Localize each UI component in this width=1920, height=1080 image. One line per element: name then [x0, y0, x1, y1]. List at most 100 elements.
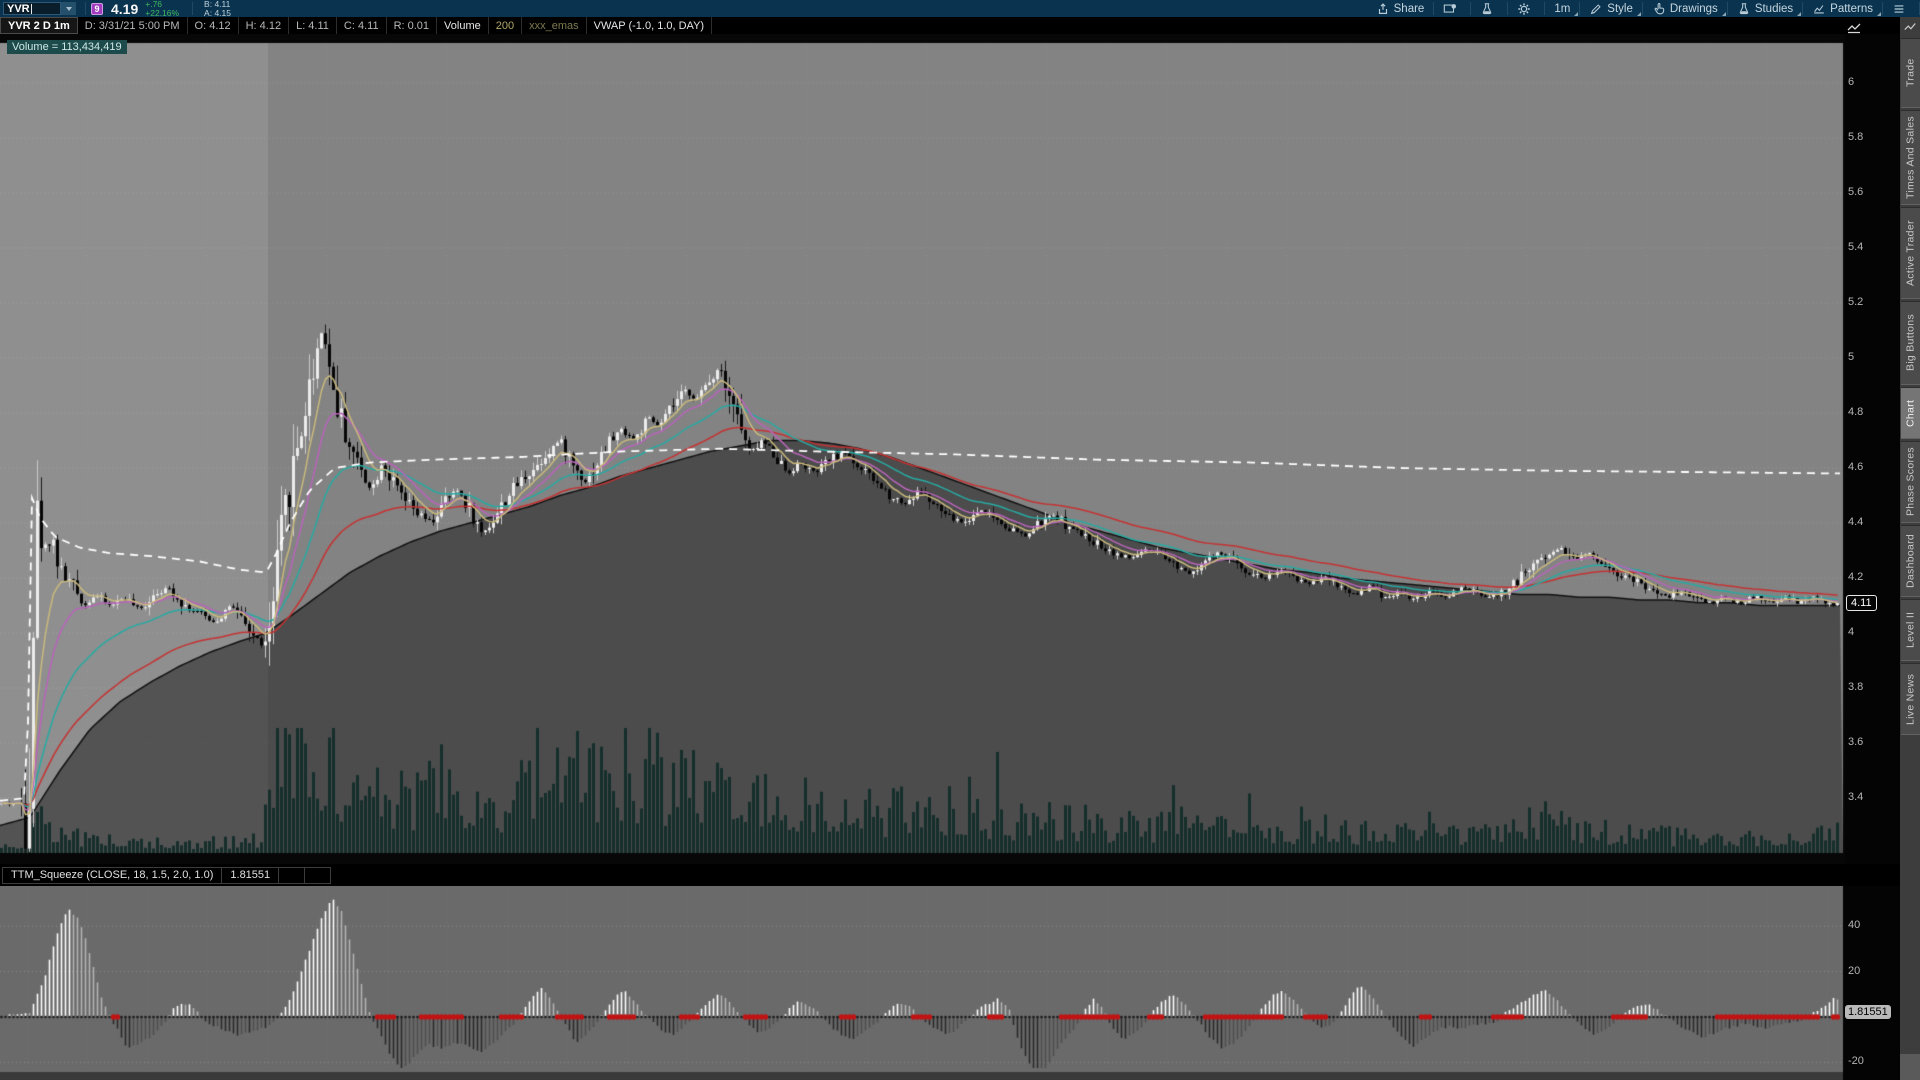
- divider: [1579, 2, 1581, 15]
- symbol-input[interactable]: YVR: [3, 2, 61, 15]
- gadget-sidebar: Trade Times And Sales Active Trader Big But…: [1900, 17, 1920, 1080]
- date-cell: D: 3/31/21 5:00 PM: [78, 17, 188, 34]
- quick-study-button[interactable]: [1471, 0, 1507, 17]
- style-dropdown[interactable]: Style: [1580, 0, 1642, 17]
- squeeze-canvas[interactable]: [0, 886, 1845, 1080]
- alerts-monitor-button[interactable]: [1434, 0, 1470, 17]
- sidebar-tab-dashboard[interactable]: Dashboard: [1901, 525, 1920, 597]
- dropdown-caret-icon: [1636, 12, 1641, 16]
- squeeze-axis-label: 40: [1848, 919, 1861, 932]
- sidebar-tab-chart[interactable]: Chart: [1901, 387, 1920, 439]
- drawings-dropdown[interactable]: Drawings: [1643, 0, 1727, 17]
- divider: [1433, 2, 1435, 15]
- price-axis-label: 4.4: [1848, 516, 1864, 528]
- share-button[interactable]: Share: [1367, 0, 1434, 17]
- link-group-badge[interactable]: 9: [91, 2, 103, 15]
- divider: [1641, 2, 1643, 15]
- price-axis[interactable]: 6 5.8 5.6 5.4 5.2 5 4.8 4.6 4.4 4.2 4 3.8 3.6 3.4 4.11: [1845, 34, 1900, 864]
- vwap-study-label[interactable]: VWAP (-1.0, 1.0, DAY): [587, 17, 713, 34]
- dropdown-caret-icon: [1574, 12, 1579, 16]
- toolbar-buttons: Share 1m Style Drawings Studies Patterns: [1367, 0, 1920, 17]
- squeeze-region: 40 20 -20 1.81551: [0, 886, 1900, 1080]
- sidebar-tab-times-and-sales[interactable]: Times And Sales: [1901, 110, 1920, 205]
- studies-dropdown[interactable]: Studies: [1728, 0, 1802, 17]
- price-axis-label: 4.6: [1848, 461, 1864, 473]
- price-axis-label: 4.8: [1848, 406, 1864, 418]
- menu-icon: [1892, 2, 1906, 16]
- gear-icon: [1517, 2, 1531, 16]
- sidebar-tab-level-ii[interactable]: Level II: [1901, 599, 1920, 661]
- price-axis-label: 5.8: [1848, 131, 1864, 143]
- close-cell: C: 4.11: [337, 17, 387, 34]
- bid-value: B: 4.11: [204, 0, 231, 9]
- sidebar-tabs: Trade Times And Sales Active Trader Big But…: [1900, 38, 1920, 737]
- divider: [1882, 2, 1883, 15]
- price-axis-label: 5: [1848, 351, 1855, 363]
- patterns-dropdown[interactable]: Patterns: [1803, 0, 1882, 17]
- dropdown-caret-icon: [1797, 12, 1802, 16]
- sidebar-chart-icon[interactable]: [1903, 20, 1917, 34]
- chart-settings-button[interactable]: [1508, 0, 1544, 17]
- volume-study-label[interactable]: Volume: [437, 17, 489, 34]
- main-chart-canvas[interactable]: [0, 34, 1845, 864]
- divider: [1470, 2, 1472, 15]
- change-percent: +22.16%: [145, 7, 180, 18]
- symbol-dropdown-button[interactable]: [61, 2, 76, 15]
- main-chart-region: Volume = 113,434,419 6 5.8 5.6 5.4 5.2 5 4.8 4.…: [0, 34, 1900, 864]
- change-value: +.76: [145, 0, 163, 9]
- drawings-dropdown-label: Drawings: [1669, 2, 1718, 15]
- quote-group: YVR 9 4.19 +.76 +22.16% B: 4.11 A: 4.15: [0, 0, 231, 17]
- squeeze-study-label[interactable]: TTM_Squeeze (CLOSE, 18, 1.5, 2.0, 1.0): [2, 866, 223, 884]
- interval-dropdown[interactable]: 1m: [1545, 0, 1579, 17]
- price-axis-label: 5.6: [1848, 186, 1864, 198]
- price-axis-label: 3.6: [1848, 736, 1864, 748]
- symbol-input-value: YVR: [7, 2, 30, 15]
- flask-icon: [1480, 2, 1494, 16]
- squeeze-header: TTM_Squeeze (CLOSE, 18, 1.5, 2.0, 1.0) 1.…: [0, 864, 1900, 886]
- sidebar-tab-active-trader[interactable]: Active Trader: [1901, 207, 1920, 299]
- sidebar-tab-live-news[interactable]: Live News: [1901, 663, 1920, 735]
- price-axis-label: 3.4: [1848, 791, 1864, 803]
- price-change: +.76 +22.16%: [145, 0, 179, 17]
- price-axis-label: 5.4: [1848, 241, 1864, 253]
- price-axis-label: 4.2: [1848, 571, 1864, 583]
- hand-icon: [1652, 2, 1666, 16]
- low-cell: L: 4.11: [289, 17, 337, 34]
- top-toolbar: YVR 9 4.19 +.76 +22.16% B: 4.11 A: 4.15 …: [0, 0, 1920, 17]
- text-cursor: [30, 3, 32, 14]
- axis-settings-icon[interactable]: [1846, 20, 1862, 36]
- dropdown-caret-icon: [1721, 12, 1726, 16]
- sidebar-tab-big-buttons[interactable]: Big Buttons: [1901, 301, 1920, 385]
- volume-label: Volume = 113,434,419: [7, 40, 127, 54]
- last-price-badge: 4.11: [1846, 594, 1877, 611]
- squeeze-value: 1.81551: [221, 866, 280, 884]
- squeeze-value-badge: 1.81551: [1845, 1004, 1891, 1019]
- empty-cell: [278, 866, 306, 884]
- price-axis-label: 6: [1848, 76, 1855, 88]
- squeeze-axis-label: 20: [1848, 964, 1861, 977]
- emas-study-label[interactable]: xxx_emas: [522, 17, 587, 34]
- studies-dropdown-label: Studies: [1754, 2, 1794, 15]
- volume-study-param[interactable]: 200: [489, 17, 523, 34]
- flask-icon: [1737, 2, 1751, 16]
- squeeze-axis-label: -20: [1848, 1055, 1864, 1068]
- empty-cell: [304, 866, 332, 884]
- share-button-label: Share: [1393, 2, 1425, 15]
- interval-dropdown-label: 1m: [1554, 2, 1571, 15]
- sidebar-tab-phase-scores[interactable]: Phase Scores: [1901, 441, 1920, 523]
- bid-ask: B: 4.11 A: 4.15: [204, 0, 231, 17]
- sidebar-tab-trade[interactable]: Trade: [1901, 38, 1920, 108]
- sidebar-scroll-area[interactable]: [1900, 1054, 1920, 1080]
- chart-menu-button[interactable]: [1883, 0, 1919, 17]
- divider: [1507, 2, 1509, 15]
- high-cell: H: 4.12: [239, 17, 290, 34]
- range-cell: R: 0.01: [387, 17, 438, 34]
- price-axis-label: 5.2: [1848, 296, 1864, 308]
- divider: [1726, 2, 1728, 15]
- style-icon: [1589, 2, 1603, 16]
- dropdown-caret-icon: [1877, 12, 1881, 16]
- chart-header: YVR 2 D 1m D: 3/31/21 5:00 PM O: 4.12 H: 4.…: [0, 17, 1900, 34]
- open-cell: O: 4.12: [188, 17, 239, 34]
- chart-title: YVR 2 D 1m: [0, 17, 78, 34]
- divider: [192, 2, 194, 15]
